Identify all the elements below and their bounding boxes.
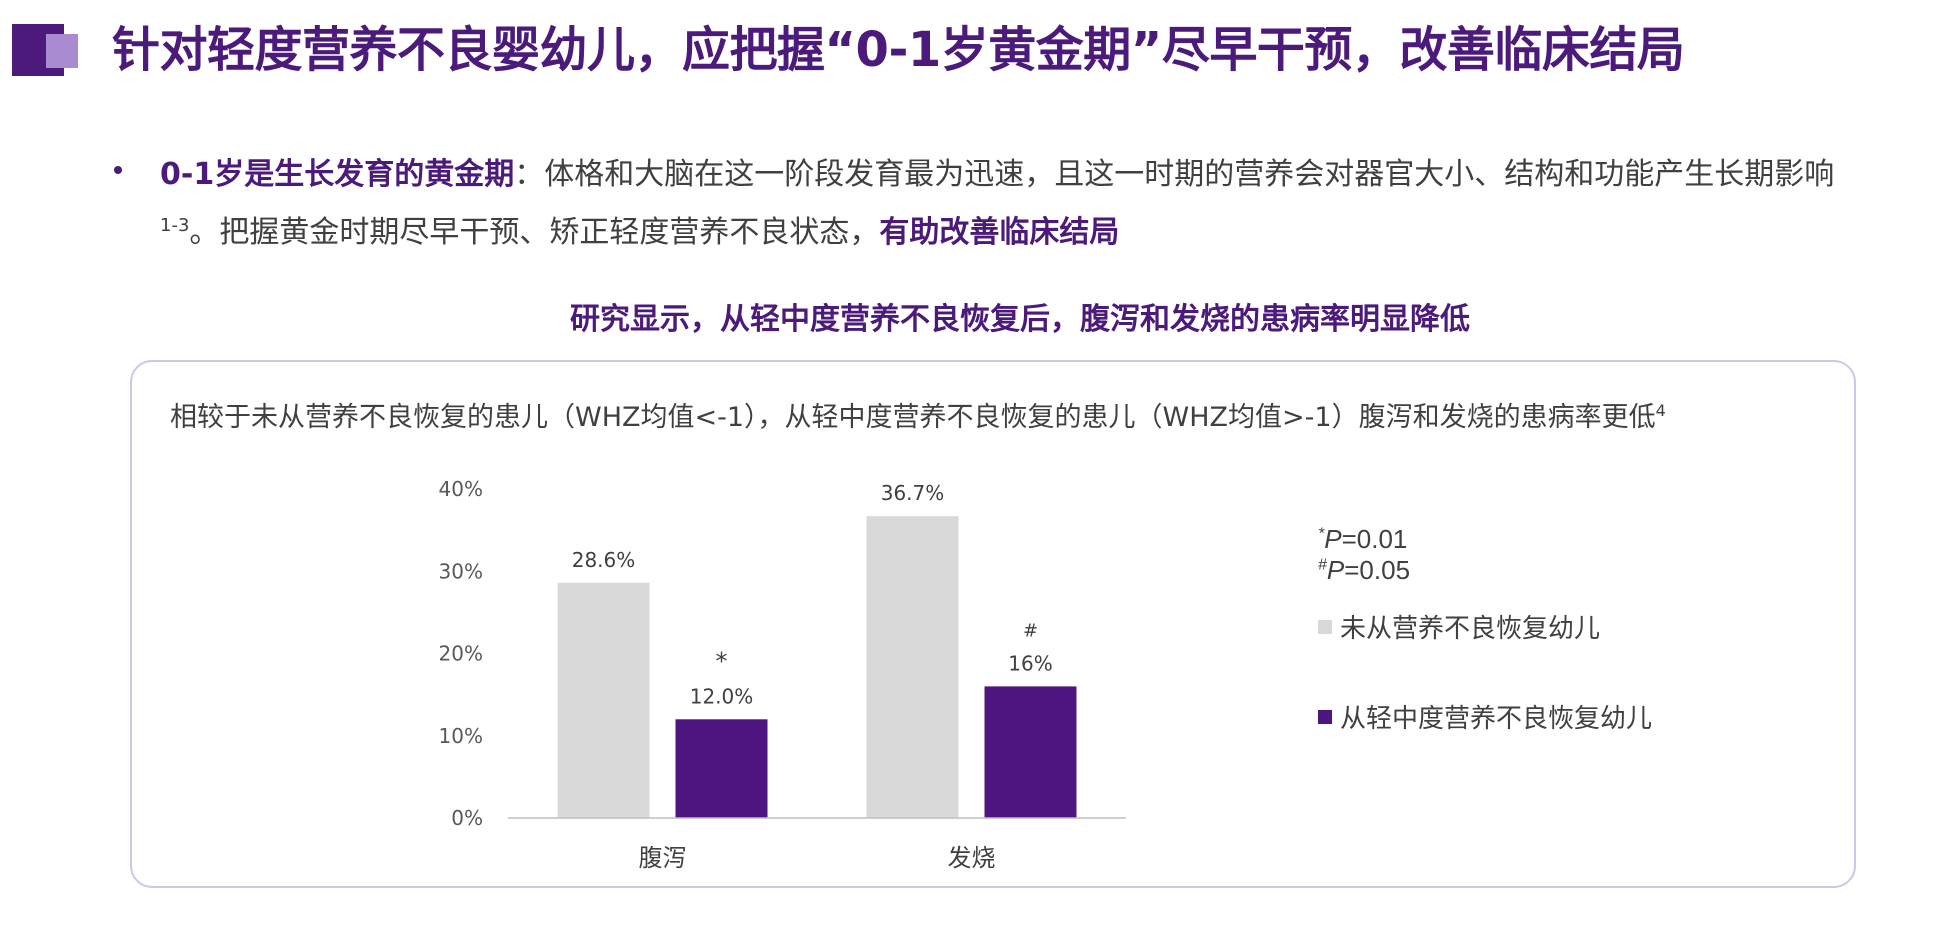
p-value-1: =0.01 (1341, 524, 1408, 554)
y-tick-label: 0% (451, 806, 483, 830)
p-value-letter-1: P (1324, 524, 1342, 554)
y-axis-ticks: 0% 10% 20% 30% 40% (439, 477, 483, 830)
brand-logo (12, 24, 82, 76)
p-value-letter-2: P (1326, 555, 1345, 585)
chart-panel (130, 360, 1856, 888)
chart-data-labels: 28.6% 12.0% * 36.7% 16% # (572, 481, 1053, 708)
y-tick-label: 30% (439, 559, 483, 583)
bar-data-label: 28.6% (572, 548, 636, 572)
p-value-note-1: *P=0.01 (1318, 524, 1410, 555)
y-tick-label: 10% (439, 724, 483, 748)
intro-text-b: 。把握黄金时期尽早干预、矫正轻度营养不良状态， (189, 215, 880, 250)
logo-square-light (46, 34, 78, 68)
chart-description-text: 相较于未从营养不良恢复的患儿（WHZ均值<-1），从轻中度营养不良恢复的患儿（W… (170, 402, 1656, 433)
x-tick-label: 腹泻 (639, 844, 687, 872)
intro-lead-highlight: 0-1岁是生长发育的黄金期 (160, 157, 515, 192)
bar-data-label: 36.7% (881, 481, 945, 505)
bar (675, 719, 768, 818)
p-value-symbol-2: # (1318, 556, 1327, 574)
legend-label-recovered: 从轻中度营养不良恢复幼儿 (1340, 704, 1653, 734)
intro-reference: 1-3 (160, 215, 190, 236)
legend-swatch-grey (1318, 619, 1332, 634)
section-subtitle: 研究显示，从轻中度营养不良恢复后，腹泻和发烧的患病率明显降低 (570, 302, 1470, 337)
y-tick-label: 40% (439, 477, 483, 501)
bar (866, 516, 959, 818)
chart-description-reference: 4 (1655, 401, 1666, 420)
page-title: 针对轻度营养不良婴幼儿，应把握“0-1岁黄金期”尽早干预，改善临床结局 (112, 22, 1685, 78)
bar-data-label: 16% (1008, 651, 1052, 675)
legend-item-recovered: 从轻中度营养不良恢复幼儿 (1318, 698, 1652, 735)
legend-swatch-purple (1318, 709, 1332, 724)
y-tick-label: 20% (439, 642, 483, 666)
chart-description: 相较于未从营养不良恢复的患儿（WHZ均值<-1），从轻中度营养不良恢复的患儿（W… (170, 396, 1890, 440)
chart-legend: *P=0.01 #P=0.05 未从营养不良恢复幼儿 从轻中度营养不良恢复幼儿 (1318, 524, 1652, 734)
p-value-note-2: #P=0.05 (1318, 555, 1410, 586)
bar (984, 686, 1077, 818)
p-value-symbol-1: * (1318, 525, 1325, 543)
legend-item-not-recovered: 未从营养不良恢复幼儿 (1318, 608, 1600, 645)
chart-bars (557, 516, 1077, 818)
x-axis-labels: 腹泻 发烧 (639, 844, 996, 872)
significance-marker: * (716, 647, 728, 675)
intro-text-a: ：体格和大脑在这一阶段发育最为迅速，且这一时期的营养会对器官大小、结构和功能产生… (514, 157, 1835, 192)
p-value-2: =0.05 (1344, 555, 1411, 585)
bar-data-label: 12.0% (690, 684, 754, 708)
intro-tail-highlight: 有助改善临床结局 (879, 215, 1120, 250)
x-tick-label: 发烧 (948, 844, 996, 872)
significance-marker: # (1023, 620, 1038, 641)
bullet-icon (114, 166, 122, 174)
bar (557, 582, 650, 818)
intro-paragraph: 0-1岁是生长发育的黄金期：体格和大脑在这一阶段发育最为迅速，且这一时期的营养会… (160, 146, 1840, 262)
legend-label-not-recovered: 未从营养不良恢复幼儿 (1340, 614, 1601, 644)
